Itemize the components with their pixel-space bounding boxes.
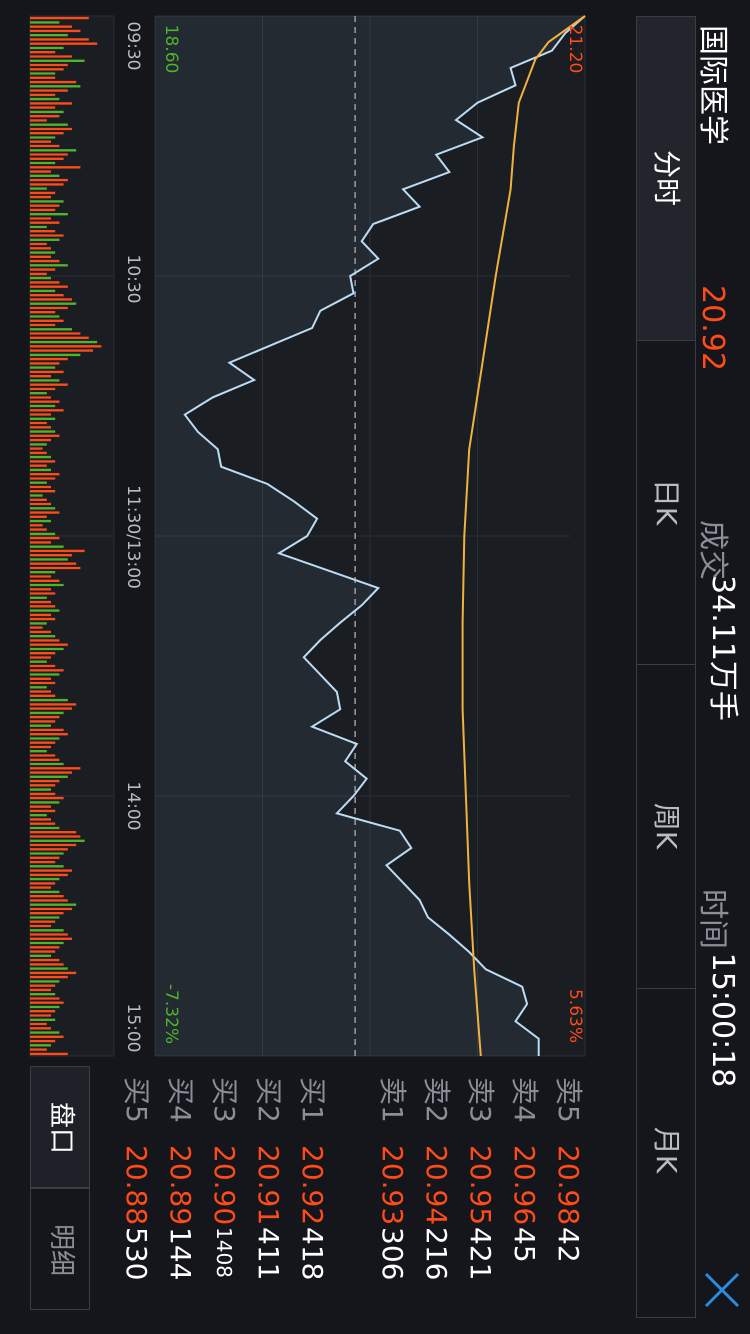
tab-trade-details-label: 明细 <box>46 1223 76 1276</box>
order-price: 20.90 <box>208 1145 241 1226</box>
order-price: 20.98 <box>552 1145 585 1226</box>
order-label: 买5 <box>120 1077 153 1123</box>
order-volume: 42 <box>552 1227 585 1263</box>
price-panel <box>154 15 586 1057</box>
y-max-label: 21.20 <box>565 24 585 74</box>
chart-type-tabs: 分时 日K 周K 月K <box>636 16 696 1318</box>
order-volume: 411 <box>252 1227 285 1281</box>
order-price: 20.96 <box>508 1145 541 1226</box>
tab-daily-k[interactable]: 日K <box>637 341 695 665</box>
price-line <box>183 15 586 1056</box>
x-tick-label: 09:30 <box>123 21 143 71</box>
order-label: 买2 <box>252 1077 285 1123</box>
order-price: 20.92 <box>296 1145 329 1226</box>
volume-panel <box>29 15 115 1057</box>
tab-trade-details[interactable]: 明细 <box>30 1188 90 1310</box>
pct-max-label: 5.63% <box>565 988 585 1043</box>
order-label: 卖3 <box>464 1077 497 1123</box>
order-price: 20.94 <box>420 1145 453 1226</box>
tab-order-book-label: 盘口 <box>46 1101 76 1154</box>
order-volume: 418 <box>296 1227 329 1281</box>
order-volume: 306 <box>376 1227 409 1281</box>
order-label: 买3 <box>208 1077 241 1123</box>
order-price: 20.89 <box>164 1145 197 1226</box>
order-volume: 530 <box>120 1227 153 1281</box>
order-volume: 421 <box>464 1227 497 1281</box>
price-area <box>155 16 585 1056</box>
order-label: 买4 <box>164 1077 197 1123</box>
average-price-line <box>461 15 586 1057</box>
tab-order-book[interactable]: 盘口 <box>30 1066 90 1188</box>
order-price: 20.88 <box>120 1145 153 1226</box>
order-volume: 144 <box>164 1227 197 1281</box>
order-label: 卖4 <box>508 1077 541 1123</box>
order-volume: 45 <box>508 1227 541 1263</box>
tab-intraday[interactable]: 分时 <box>637 17 695 341</box>
close-icon[interactable] <box>700 1268 744 1312</box>
order-volume: 1408 <box>212 1227 236 1278</box>
x-tick-label: 15:00 <box>123 1003 143 1053</box>
order-label: 买1 <box>296 1077 329 1123</box>
x-tick-label: 10:30 <box>123 254 143 304</box>
pct-min-label: -7.32% <box>161 983 181 1045</box>
tab-weekly-k[interactable]: 周K <box>637 665 695 989</box>
order-label: 卖5 <box>552 1077 585 1123</box>
order-label: 卖2 <box>420 1077 453 1123</box>
order-price: 20.91 <box>252 1145 285 1226</box>
order-price: 20.95 <box>464 1145 497 1226</box>
x-tick-label: 11:30/13:00 <box>123 485 143 589</box>
order-price: 20.93 <box>376 1145 409 1226</box>
order-volume: 216 <box>420 1227 453 1281</box>
y-min-label: 18.60 <box>161 24 181 74</box>
x-tick-label: 14:00 <box>123 781 143 831</box>
order-label: 卖1 <box>376 1077 409 1123</box>
